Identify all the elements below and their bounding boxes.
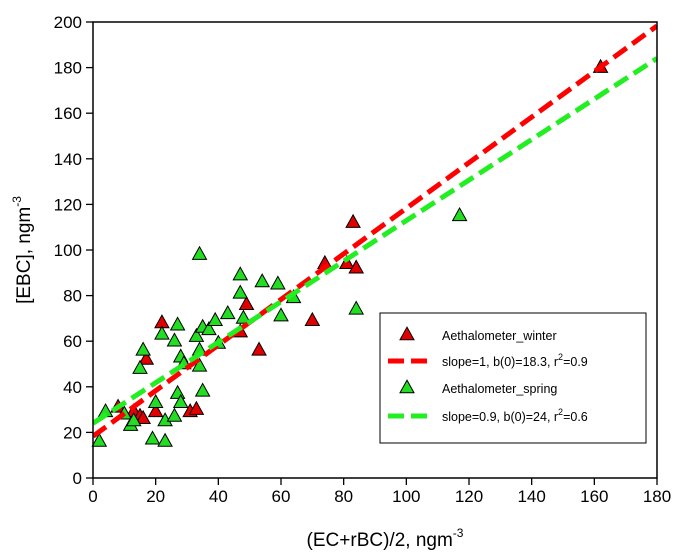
data-point-2-14 xyxy=(169,384,186,399)
data-point-2-25 xyxy=(201,320,217,336)
series-aethalometer-winter xyxy=(110,58,609,425)
data-point-2-19 xyxy=(188,327,205,342)
legend-label-1-sup: 2 xyxy=(558,352,563,362)
data-point-2-15 xyxy=(169,316,186,331)
y-tick-label-0: 0 xyxy=(73,469,82,488)
x-tick-label-3: 60 xyxy=(272,487,291,506)
axes: 0 20 40 60 80 100 120 140 160 180 0 20 40 60 80 100 120 1… xyxy=(10,13,671,551)
regression-line-3 xyxy=(93,56,657,426)
x-tick-label-9: 180 xyxy=(643,487,671,506)
data-point-2-32 xyxy=(254,273,271,288)
y-tick-label-8: 160 xyxy=(54,104,82,123)
data-point-0-15 xyxy=(345,213,361,228)
y-tick-label-1: 20 xyxy=(63,423,82,442)
data-point-2-8 xyxy=(147,393,164,409)
legend: Aethalometer_winter slope=1, b(0)=18.3, r… xyxy=(379,312,647,444)
x-tick-label-6: 120 xyxy=(455,487,483,506)
data-point-2-36 xyxy=(348,300,365,315)
data-point-0-5 xyxy=(147,403,164,418)
regression-line-3-path xyxy=(93,56,657,426)
data-point-0-11 xyxy=(251,341,267,356)
legend-label-1-suffix: =0.9 xyxy=(563,355,588,369)
legend-label-3-sup: 2 xyxy=(558,407,563,417)
plot-area xyxy=(91,23,657,447)
x-tick-label-2: 40 xyxy=(209,487,228,506)
legend-label-0-text: Aethalometer_winter xyxy=(442,329,557,343)
x-axis-title-text: (EC+rBC)/2, ngm xyxy=(307,530,453,551)
data-point-2-7 xyxy=(144,430,161,445)
legend-label-1: slope=1, b(0)=18.3, r2=0.9 xyxy=(442,352,588,369)
data-point-2-6 xyxy=(135,341,151,356)
legend-label-3-suffix: =0.6 xyxy=(563,410,588,424)
data-point-2-9 xyxy=(154,325,170,340)
data-point-2-4 xyxy=(125,412,142,427)
data-point-2-31 xyxy=(235,309,252,324)
x-tick-label-7: 140 xyxy=(517,487,545,506)
x-tick-label-5: 100 xyxy=(392,487,420,506)
y-tick-label-9: 180 xyxy=(54,59,82,78)
y-tick-label-5: 100 xyxy=(54,241,82,260)
x-axis-title-sup: -3 xyxy=(453,526,464,540)
y-tick-label-10: 200 xyxy=(54,13,82,32)
data-point-0-12 xyxy=(304,311,321,326)
legend-marker-0 xyxy=(399,326,415,341)
legend-label-0: Aethalometer_winter xyxy=(442,329,557,343)
data-point-0-8 xyxy=(188,400,205,415)
data-point-2-22 xyxy=(191,245,208,260)
data-point-2-16 xyxy=(172,393,189,409)
data-point-0-4 xyxy=(138,350,155,365)
y-tick-label-6: 120 xyxy=(54,195,82,214)
data-point-2-13 xyxy=(166,332,183,347)
legend-label-2-text: Aethalometer_spring xyxy=(442,382,557,396)
data-point-2-37 xyxy=(451,206,468,222)
data-point-2-21 xyxy=(191,357,208,372)
data-point-2-34 xyxy=(273,307,289,322)
data-point-2-0 xyxy=(91,432,108,447)
data-point-0-14 xyxy=(338,254,355,269)
legend-marker-2 xyxy=(399,379,415,394)
x-tick-label-1: 20 xyxy=(146,487,165,506)
data-point-2-24 xyxy=(194,382,211,397)
data-point-2-5 xyxy=(132,359,148,374)
data-point-2-29 xyxy=(232,266,249,281)
y-tick-label-3: 60 xyxy=(63,332,82,351)
regression-line-1-path xyxy=(93,23,657,439)
data-point-2-12 xyxy=(166,407,183,422)
series-aethalometer-spring xyxy=(91,206,468,447)
legend-box xyxy=(379,312,647,444)
data-point-0-10 xyxy=(238,295,255,311)
data-point-2-26 xyxy=(207,311,224,326)
x-tick-label-0: 0 xyxy=(88,487,97,506)
legend-label-1-text: slope=1, b(0)=18.3, r xyxy=(442,355,558,369)
data-point-2-28 xyxy=(219,304,236,320)
data-point-0-3 xyxy=(135,409,151,425)
x-axis-title: (EC+rBC)/2, ngm-3 xyxy=(307,526,464,551)
x-tick-label-4: 80 xyxy=(334,487,353,506)
y-axis-title-sup: -3 xyxy=(10,196,24,207)
y-axis-title-text: [EBC], ngm xyxy=(14,207,35,304)
legend-label-2: Aethalometer_spring xyxy=(442,382,557,396)
y-tick-label-2: 40 xyxy=(63,378,82,397)
x-tick-label-8: 160 xyxy=(580,487,608,506)
regression-line-1 xyxy=(93,23,657,439)
y-axis-title: [EBC], ngm-3 xyxy=(10,196,35,304)
legend-label-3-text: slope=0.9, b(0)=24, r xyxy=(442,410,558,424)
data-point-0-16 xyxy=(348,259,365,274)
legend-label-3: slope=0.9, b(0)=24, r2=0.6 xyxy=(442,407,588,424)
data-point-2-30 xyxy=(232,284,249,299)
y-tick-label-7: 140 xyxy=(54,150,82,169)
data-point-2-33 xyxy=(270,275,286,290)
y-tick-label-4: 80 xyxy=(63,287,82,306)
data-point-2-11 xyxy=(157,432,173,447)
